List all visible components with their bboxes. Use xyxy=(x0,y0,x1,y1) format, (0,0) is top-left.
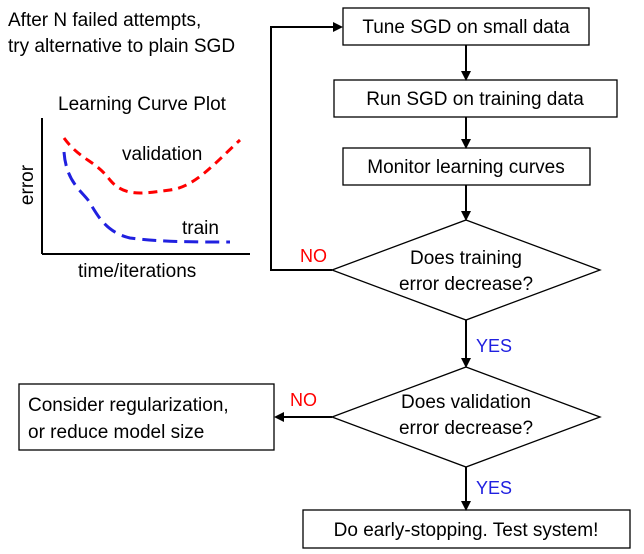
tune-sgd-label: Tune SGD on small data xyxy=(362,17,570,38)
decision-1-line-1: Does training xyxy=(410,248,522,269)
training-error-decision xyxy=(330,219,602,321)
monitor-label: Monitor learning curves xyxy=(367,157,564,178)
plot-x-label: time/iterations xyxy=(78,261,196,282)
validation-label: validation xyxy=(122,144,202,165)
validation-curve xyxy=(62,137,242,195)
validation-error-decision xyxy=(330,366,602,468)
early-stopping-label: Do early-stopping. Test system! xyxy=(334,520,599,541)
early-stopping-box xyxy=(302,509,631,549)
learning-curve-plot: Learning Curve Plot error validation tra… xyxy=(17,94,250,282)
decision-2-line-1: Does validation xyxy=(401,392,531,413)
yes-label-1: YES xyxy=(476,336,512,356)
decision-2-line-2: error decrease? xyxy=(399,418,533,439)
run-sgd-label: Run SGD on training data xyxy=(366,89,584,110)
train-curve xyxy=(62,151,231,244)
run-sgd-box xyxy=(333,79,618,118)
yes-label-2: YES xyxy=(476,478,512,498)
note-line-2: try alternative to plain SGD xyxy=(8,36,235,57)
note-line-1: After N failed attempts, xyxy=(8,10,201,31)
plot-y-label: error xyxy=(17,164,38,205)
tune-sgd-box xyxy=(342,7,590,46)
decision-1-line-2: error decrease? xyxy=(399,274,533,295)
arrow-no-loop-back xyxy=(270,22,343,271)
plot-title: Learning Curve Plot xyxy=(58,94,227,115)
train-label: train xyxy=(182,218,219,239)
regularization-line-1: Consider regularization, xyxy=(28,395,229,416)
no-label-2: NO xyxy=(290,390,317,410)
regularization-line-2: or reduce model size xyxy=(28,422,204,443)
no-label-1: NO xyxy=(300,246,327,266)
